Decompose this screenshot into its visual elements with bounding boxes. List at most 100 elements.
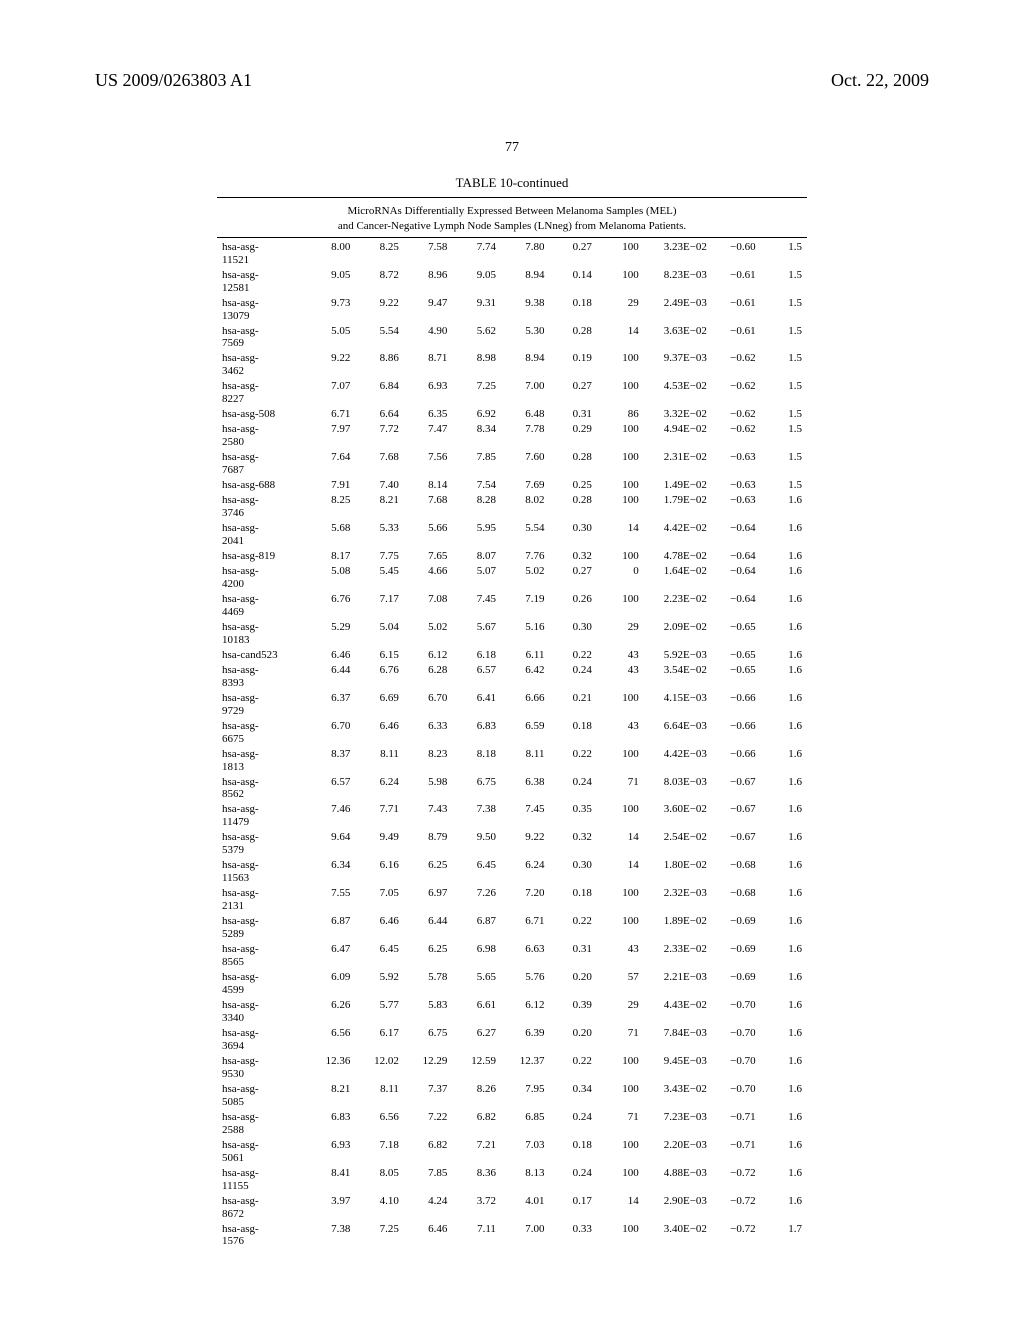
table-cell: 6.33 [404,719,453,747]
table-row: hsa-asg-115218.008.257.587.747.800.27100… [217,240,807,268]
table-cell: 1.79E−02 [644,493,712,521]
table-cell: 8.25 [307,493,356,521]
table-cell: 6.93 [307,1138,356,1166]
table-cell: 29 [597,620,644,648]
table-cell: −0.61 [712,268,761,296]
table-row: hsa-asg-114797.467.717.437.387.450.35100… [217,802,807,830]
table-cell: 5.30 [501,324,550,352]
table-cell: 0.22 [549,1054,596,1082]
table-cell: 0.24 [549,1110,596,1138]
table-cell: −0.70 [712,1054,761,1082]
table-cell: 9.50 [452,830,501,858]
table-cell: 1.5 [761,379,807,407]
table-cell: 4.43E−02 [644,998,712,1026]
table-cell: 6.84 [355,379,404,407]
row-id: hsa-cand523 [217,648,307,663]
row-id: hsa-asg-11155 [217,1166,307,1194]
table-cell: 4.90 [404,324,453,352]
table-cell: −0.62 [712,422,761,450]
table-cell: 4.10 [355,1194,404,1222]
table-cell: 3.23E−02 [644,240,712,268]
table-cell: 6.18 [452,648,501,663]
table-cell: −0.64 [712,549,761,564]
table-cell: 100 [597,1222,644,1250]
table-cell: 6.12 [501,998,550,1026]
table-cell: 7.58 [404,240,453,268]
row-id: hsa-asg-5289 [217,914,307,942]
table-cell: 6.57 [307,775,356,803]
table-cell: 3.43E−02 [644,1082,712,1110]
table-cell: 6.64E−03 [644,719,712,747]
table-cell: 0 [597,564,644,592]
table-row: hsa-asg-33406.265.775.836.616.120.39294.… [217,998,807,1026]
table-cell: 14 [597,830,644,858]
table-cell: −0.72 [712,1194,761,1222]
table-cell: 6.61 [452,998,501,1026]
table-cell: −0.62 [712,351,761,379]
row-id: hsa-asg-8562 [217,775,307,803]
table-cell: 2.49E−03 [644,296,712,324]
table-cell: 7.07 [307,379,356,407]
table-row: hsa-asg-37468.258.217.688.288.020.281001… [217,493,807,521]
table-cell: 0.35 [549,802,596,830]
table-row: hsa-asg-50616.937.186.827.217.030.181002… [217,1138,807,1166]
table-cell: 5.07 [452,564,501,592]
table-cell: −0.63 [712,450,761,478]
table-cell: 0.20 [549,1026,596,1054]
table-row: hsa-asg-83936.446.766.286.576.420.24433.… [217,663,807,691]
table-cell: 7.74 [452,240,501,268]
table-cell: 100 [597,802,644,830]
table-cell: 0.24 [549,1166,596,1194]
table-row: hsa-asg-34629.228.868.718.988.940.191009… [217,351,807,379]
table-cell: 1.6 [761,521,807,549]
table-cell: 7.65 [404,549,453,564]
table-cell: 6.27 [452,1026,501,1054]
table-cell: 6.98 [452,942,501,970]
table-cell: 7.69 [501,478,550,493]
table-cell: 5.95 [452,521,501,549]
row-id: hsa-asg-5379 [217,830,307,858]
table-cell: 2.32E−03 [644,886,712,914]
table-cell: 71 [597,1110,644,1138]
table-cell: 6.25 [404,858,453,886]
table-cell: 43 [597,648,644,663]
table-cell: 100 [597,268,644,296]
table-cell: 1.6 [761,1110,807,1138]
table-cell: −0.72 [712,1222,761,1250]
row-id: hsa-asg-13079 [217,296,307,324]
table-cell: 0.25 [549,478,596,493]
table-cell: 5.77 [355,998,404,1026]
table-cell: 8.79 [404,830,453,858]
table-cell: 12.36 [307,1054,356,1082]
table-cell: 6.17 [355,1026,404,1054]
table-cell: 8.72 [355,268,404,296]
table-cell: 8.41 [307,1166,356,1194]
row-id: hsa-asg-819 [217,549,307,564]
table-cell: 3.32E−02 [644,407,712,422]
table-cell: 100 [597,886,644,914]
table-cell: 6.75 [452,775,501,803]
table-cell: 9.22 [307,351,356,379]
table-cell: −0.68 [712,886,761,914]
table-cell: −0.61 [712,296,761,324]
table-row: hsa-asg-115636.346.166.256.456.240.30141… [217,858,807,886]
table-cell: 9.22 [355,296,404,324]
table-cell: 0.27 [549,379,596,407]
publication-date: Oct. 22, 2009 [831,70,929,91]
table-cell: 0.39 [549,998,596,1026]
table-cell: 5.83 [404,998,453,1026]
table-row: hsa-asg-15767.387.256.467.117.000.331003… [217,1222,807,1250]
table-cell: 4.42E−03 [644,747,712,775]
table-cell: 1.5 [761,240,807,268]
table-cell: −0.69 [712,970,761,998]
table-cell: 5.16 [501,620,550,648]
row-id: hsa-asg-688 [217,478,307,493]
table-cell: 43 [597,942,644,970]
table-row: hsa-asg-6887.917.408.147.547.690.251001.… [217,478,807,493]
table-cell: 6.42 [501,663,550,691]
table-cell: 4.42E−02 [644,521,712,549]
table-cell: 7.03 [501,1138,550,1166]
table-cell: 5.05 [307,324,356,352]
table-cell: 1.6 [761,1138,807,1166]
table-row: hsa-asg-75695.055.544.905.625.300.28143.… [217,324,807,352]
